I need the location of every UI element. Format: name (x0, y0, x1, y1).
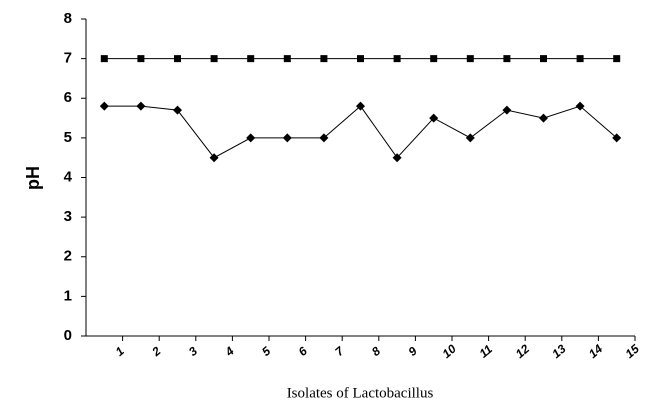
square-marker (466, 55, 474, 63)
square-marker (283, 55, 291, 63)
y-tick-label: 7 (64, 50, 72, 67)
diamond-marker (173, 105, 182, 115)
x-tick-label: 11 (476, 342, 495, 361)
square-marker (357, 55, 364, 63)
square-marker (174, 55, 181, 63)
diamond-marker (209, 153, 219, 163)
square-marker (247, 55, 255, 63)
square-marker (503, 55, 511, 63)
x-tick-label: 3 (186, 344, 200, 359)
square-marker (613, 55, 621, 63)
y-tick-label: 1 (64, 287, 72, 304)
y-tick-label: 2 (64, 248, 72, 265)
diamond-marker (282, 133, 292, 143)
y-tick-label: 0 (64, 327, 72, 344)
diamond-marker (539, 113, 548, 123)
diamond-marker (392, 153, 402, 163)
x-tick-label: 10 (440, 342, 459, 362)
x-tick-label: 12 (513, 342, 532, 362)
x-tick-label: 4 (222, 344, 237, 360)
diamond-marker (246, 133, 256, 143)
y-tick-label: 5 (64, 129, 72, 146)
diamond-marker (502, 105, 512, 115)
y-axis-label: pH (23, 166, 43, 190)
x-tick-label: 8 (369, 344, 383, 359)
y-tick-label: 6 (64, 89, 72, 106)
series-line (104, 105, 618, 159)
square-marker (540, 55, 547, 63)
x-tick-label: 15 (623, 342, 642, 362)
diamond-marker (465, 133, 475, 143)
x-tick-label: 13 (549, 342, 568, 362)
diamond-marker (356, 101, 365, 111)
square-marker (137, 55, 145, 63)
diamond-marker (575, 101, 585, 111)
square-marker (100, 55, 108, 63)
square-marker (210, 55, 218, 63)
x-tick-label: 1 (113, 344, 127, 359)
y-tick-label: 4 (64, 168, 73, 185)
square-marker (576, 55, 584, 63)
x-tick-label: 5 (259, 344, 273, 359)
square-marker (393, 55, 401, 63)
x-tick-label: 2 (149, 344, 164, 360)
diamond-marker (612, 133, 622, 143)
x-tick-label: 9 (406, 344, 420, 359)
diamond-marker (429, 113, 439, 123)
square-marker (430, 55, 438, 63)
x-axis-label: Isolates of Lactobacillus (287, 385, 434, 401)
x-tick-label: 7 (332, 343, 347, 359)
y-tick-label: 3 (64, 208, 72, 225)
diamond-marker (136, 101, 146, 111)
y-tick-label: 8 (64, 10, 72, 27)
x-tick-label: 14 (586, 342, 605, 362)
x-tick-label: 6 (296, 344, 310, 359)
diamond-marker (99, 101, 109, 111)
square-marker (320, 55, 328, 63)
diamond-marker (319, 133, 329, 143)
